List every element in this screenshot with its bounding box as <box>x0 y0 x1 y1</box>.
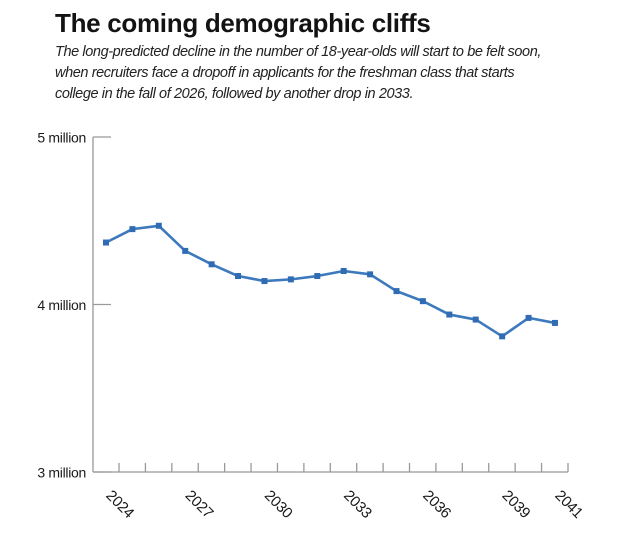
x-axis-tick-label: 2027 <box>182 487 217 522</box>
data-point-marker <box>525 314 532 321</box>
data-point-marker <box>472 316 479 323</box>
data-point-marker <box>393 288 400 295</box>
chart-subtitle: The long-predicted decline in the number… <box>55 42 541 105</box>
data-point-marker <box>551 319 558 326</box>
chart-title: The coming demographic cliffs <box>55 8 431 38</box>
y-axis-tick-label: 5 million <box>37 130 86 146</box>
x-axis-tick-label: 2039 <box>499 487 534 522</box>
data-point-marker <box>208 261 215 268</box>
data-point-marker <box>446 311 453 318</box>
data-point-marker <box>314 273 321 280</box>
data-point-marker <box>155 222 162 229</box>
data-point-marker <box>340 268 347 274</box>
y-axis-tick-label: 4 million <box>37 297 86 313</box>
x-axis-tick-label: 2033 <box>340 487 375 522</box>
x-axis-tick-label: 2024 <box>102 487 137 522</box>
x-axis-tick-label: 2036 <box>419 487 454 522</box>
data-point-marker <box>287 276 294 283</box>
data-point-marker <box>261 278 268 285</box>
data-point-marker <box>499 333 506 340</box>
data-point-marker <box>182 247 189 254</box>
chart-subtitle-line-3: college in the fall of 2026, followed by… <box>55 86 414 102</box>
data-line <box>104 224 557 338</box>
data-point-marker <box>235 273 242 280</box>
x-axis-tick-label: 2041 <box>551 487 586 522</box>
data-point-marker <box>103 239 109 246</box>
data-point-marker <box>129 226 136 233</box>
chart-subtitle-line-2: when recruiters face a dropoff in applic… <box>55 65 515 81</box>
x-axis-tick-label: 2030 <box>261 487 296 522</box>
data-point-marker <box>367 271 374 278</box>
y-axis-tick-label: 3 million <box>37 465 86 481</box>
chart-subtitle-line-1: The long-predicted decline in the number… <box>55 44 542 60</box>
data-point-marker <box>419 298 426 305</box>
